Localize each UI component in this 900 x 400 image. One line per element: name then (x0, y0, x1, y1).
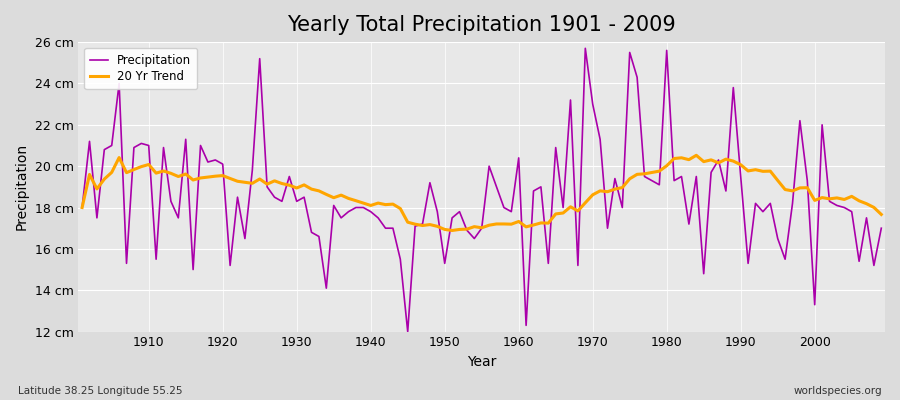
Precipitation (76, 205, 87, 210)
20 Yr Trend (609, 187, 620, 192)
20 Yr Trend (299, 182, 310, 187)
Line: 20 Yr Trend: 20 Yr Trend (82, 155, 881, 230)
Precipitation (136, 141, 147, 146)
Precipitation (343, 209, 354, 214)
Precipitation (876, 226, 886, 231)
Legend: Precipitation, 20 Yr Trend: Precipitation, 20 Yr Trend (85, 48, 197, 89)
Text: Latitude 38.25 Longitude 55.25: Latitude 38.25 Longitude 55.25 (18, 386, 183, 396)
Title: Yearly Total Precipitation 1901 - 2009: Yearly Total Precipitation 1901 - 2009 (287, 15, 676, 35)
Y-axis label: Precipitation: Precipitation (15, 143, 29, 230)
Text: worldspecies.org: worldspecies.org (794, 386, 882, 396)
Precipitation (513, 156, 524, 160)
Precipitation (299, 195, 310, 200)
X-axis label: Year: Year (467, 355, 497, 369)
Precipitation (616, 205, 627, 210)
20 Yr Trend (521, 224, 532, 229)
20 Yr Trend (76, 205, 87, 210)
20 Yr Trend (136, 164, 147, 169)
20 Yr Trend (876, 212, 886, 217)
Precipitation (580, 46, 590, 51)
20 Yr Trend (343, 196, 354, 201)
Precipitation (402, 329, 413, 334)
Line: Precipitation: Precipitation (82, 48, 881, 332)
20 Yr Trend (513, 219, 524, 224)
Precipitation (521, 323, 532, 328)
20 Yr Trend (691, 153, 702, 158)
20 Yr Trend (446, 228, 457, 233)
